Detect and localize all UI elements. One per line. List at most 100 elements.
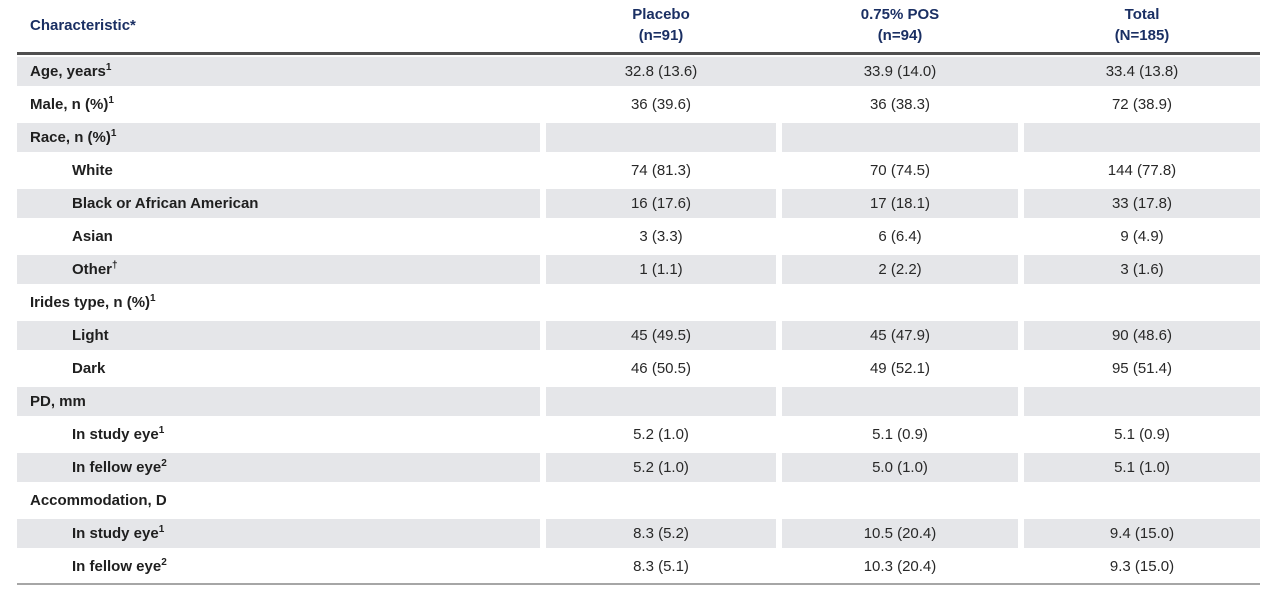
footnote-marker: 2 xyxy=(161,458,167,469)
row-label-cell: Male, n (%)1 xyxy=(17,90,540,119)
footnote-marker: 1 xyxy=(108,95,114,106)
row-label: Light xyxy=(72,327,109,344)
value-cell xyxy=(782,288,1018,317)
value-cell: 6 (6.4) xyxy=(878,228,922,245)
value-cell xyxy=(782,486,1018,515)
table-row-accommodation-study-eye: In study eye1 8.3 (5.2) 10.5 (20.4) 9.4 … xyxy=(17,517,1260,550)
footnote-marker: 1 xyxy=(158,524,165,535)
value-cell: 8.3 (5.2) xyxy=(546,519,776,548)
characteristic-column-header: Characteristic* xyxy=(30,16,136,34)
row-label-cell: Asian xyxy=(17,222,540,251)
table-row-male: Male, n (%)1 36 (39.6) 36 (38.3) 72 (38.… xyxy=(17,88,1260,121)
value-cell: 36 (38.3) xyxy=(869,96,931,113)
table-row-accommodation-section: Accommodation, D xyxy=(17,484,1260,517)
table-row-race-other: Other† 1 (1.1) 2 (2.2) 3 (1.6) xyxy=(17,253,1260,286)
row-label-cell: In fellow eye2 xyxy=(17,453,540,482)
value-cell: 72 (38.9) xyxy=(1111,96,1173,113)
row-label-cell: White xyxy=(17,156,540,185)
row-label: Dark xyxy=(72,360,106,377)
value-cell: 70 (74.5) xyxy=(869,162,931,179)
placebo-column-n: (n=91) xyxy=(638,27,684,44)
footnote-marker: 1 xyxy=(158,425,165,436)
placebo-column-header: Placebo (n=91) xyxy=(546,4,776,46)
value-cell: 17 (18.1) xyxy=(782,189,1018,218)
value-cell: 45 (47.9) xyxy=(782,321,1018,350)
row-label-cell: Black or African American xyxy=(17,189,540,218)
pos-column-header: 0.75% POS (n=94) xyxy=(782,4,1018,46)
row-label: In fellow eye xyxy=(72,459,162,476)
value-cell xyxy=(782,123,1018,152)
value-cell: 5.0 (1.0) xyxy=(782,453,1018,482)
table-row-irides-light: Light 45 (49.5) 45 (47.9) 90 (48.6) xyxy=(17,319,1260,352)
value-cell: 16 (17.6) xyxy=(546,189,776,218)
table-row-accommodation-fellow-eye: In fellow eye2 8.3 (5.1) 10.3 (20.4) 9.3… xyxy=(17,550,1260,583)
value-cell: 9.4 (15.0) xyxy=(1024,519,1260,548)
value-cell: 3 (3.3) xyxy=(639,228,683,245)
value-cell: 5.1 (0.9) xyxy=(1114,426,1170,443)
table-row-pd-fellow-eye: In fellow eye2 5.2 (1.0) 5.0 (1.0) 5.1 (… xyxy=(17,451,1260,484)
value-cell xyxy=(546,486,776,515)
footnote-marker: 1 xyxy=(150,293,156,304)
value-cell: 90 (48.6) xyxy=(1024,321,1260,350)
footnote-marker: 1 xyxy=(110,128,117,139)
value-cell: 45 (49.5) xyxy=(546,321,776,350)
table-row-irides-section: Irides type, n (%)1 xyxy=(17,286,1260,319)
row-label: PD, mm xyxy=(30,393,86,410)
pos-column-name: 0.75% POS xyxy=(860,6,940,23)
value-cell: 33.9 (14.0) xyxy=(782,57,1018,86)
row-label-cell: Race, n (%)1 xyxy=(17,123,540,152)
table-row-race-black: Black or African American 16 (17.6) 17 (… xyxy=(17,187,1260,220)
value-cell: 10.5 (20.4) xyxy=(782,519,1018,548)
value-cell: 33.4 (13.8) xyxy=(1024,57,1260,86)
table-row-race-white: White 74 (81.3) 70 (74.5) 144 (77.8) xyxy=(17,154,1260,187)
value-cell xyxy=(1024,123,1260,152)
value-cell: 5.1 (0.9) xyxy=(872,426,928,443)
value-cell: 10.3 (20.4) xyxy=(863,558,937,575)
value-cell xyxy=(546,123,776,152)
value-cell: 5.2 (1.0) xyxy=(546,453,776,482)
row-label: Asian xyxy=(72,228,113,245)
row-label: Race, n (%) xyxy=(30,129,111,146)
value-cell: 5.1 (1.0) xyxy=(1024,453,1260,482)
value-cell xyxy=(782,387,1018,416)
value-cell xyxy=(1024,486,1260,515)
row-label: Irides type, n (%) xyxy=(30,294,151,311)
row-label-cell: Dark xyxy=(17,354,540,383)
value-cell: 74 (81.3) xyxy=(630,162,692,179)
row-label: Accommodation, D xyxy=(30,492,167,509)
table-row-pd-section: PD, mm xyxy=(17,385,1260,418)
row-label: In study eye xyxy=(72,525,159,542)
row-label-cell: In study eye1 xyxy=(17,420,540,449)
row-label: In fellow eye xyxy=(72,558,162,575)
row-label: Black or African American xyxy=(72,195,259,212)
table-row-race-section: Race, n (%)1 xyxy=(17,121,1260,154)
value-cell: 36 (39.6) xyxy=(630,96,692,113)
row-label: In study eye xyxy=(72,426,159,443)
value-cell: 9 (4.9) xyxy=(1120,228,1164,245)
total-column-name: Total xyxy=(1124,6,1160,23)
value-cell: 8.3 (5.1) xyxy=(633,558,689,575)
value-cell: 1 (1.1) xyxy=(546,255,776,284)
value-cell xyxy=(546,288,776,317)
value-cell: 144 (77.8) xyxy=(1107,162,1177,179)
row-label-cell: PD, mm xyxy=(17,387,540,416)
table-row-age: Age, years1 32.8 (13.6) 33.9 (14.0) 33.4… xyxy=(17,55,1260,88)
value-cell xyxy=(1024,288,1260,317)
table-row-race-asian: Asian 3 (3.3) 6 (6.4) 9 (4.9) xyxy=(17,220,1260,253)
row-label-cell: In study eye1 xyxy=(17,519,540,548)
row-label: Age, years xyxy=(30,63,106,80)
row-label-cell: Accommodation, D xyxy=(17,486,540,515)
value-cell xyxy=(1024,387,1260,416)
footnote-marker: 2 xyxy=(161,557,167,568)
row-label: White xyxy=(72,162,113,179)
pos-column-n: (n=94) xyxy=(877,27,923,44)
value-cell: 2 (2.2) xyxy=(782,255,1018,284)
value-cell: 33 (17.8) xyxy=(1024,189,1260,218)
row-label-cell: Other† xyxy=(17,255,540,284)
value-cell: 5.2 (1.0) xyxy=(633,426,689,443)
row-label-cell: In fellow eye2 xyxy=(17,552,540,581)
value-cell: 32.8 (13.6) xyxy=(546,57,776,86)
footnote-marker: † xyxy=(112,260,118,271)
value-cell: 9.3 (15.0) xyxy=(1109,558,1175,575)
